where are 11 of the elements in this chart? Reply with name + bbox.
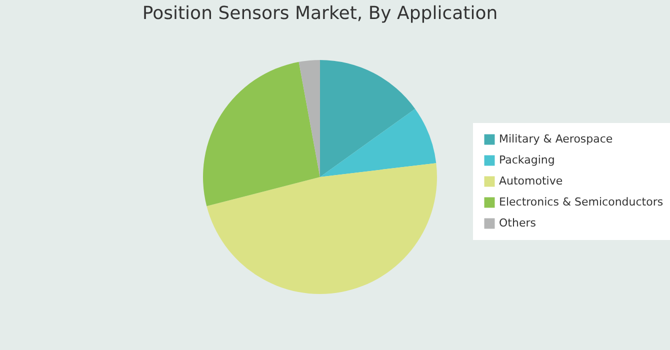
pie-slice [298,60,320,177]
pie-slice [320,60,416,177]
legend-label: Others [499,216,536,230]
legend-label: Automotive [499,174,563,188]
legend-label: Military & Aerospace [499,132,613,146]
pie-slice [203,62,320,206]
chart-title: Position Sensors Market, By Application [142,3,498,24]
legend-label: Packaging [499,154,555,166]
legend-label: Electronics & Semiconductors [499,196,664,208]
pie-slice [320,108,436,177]
pie-slice [206,163,437,294]
